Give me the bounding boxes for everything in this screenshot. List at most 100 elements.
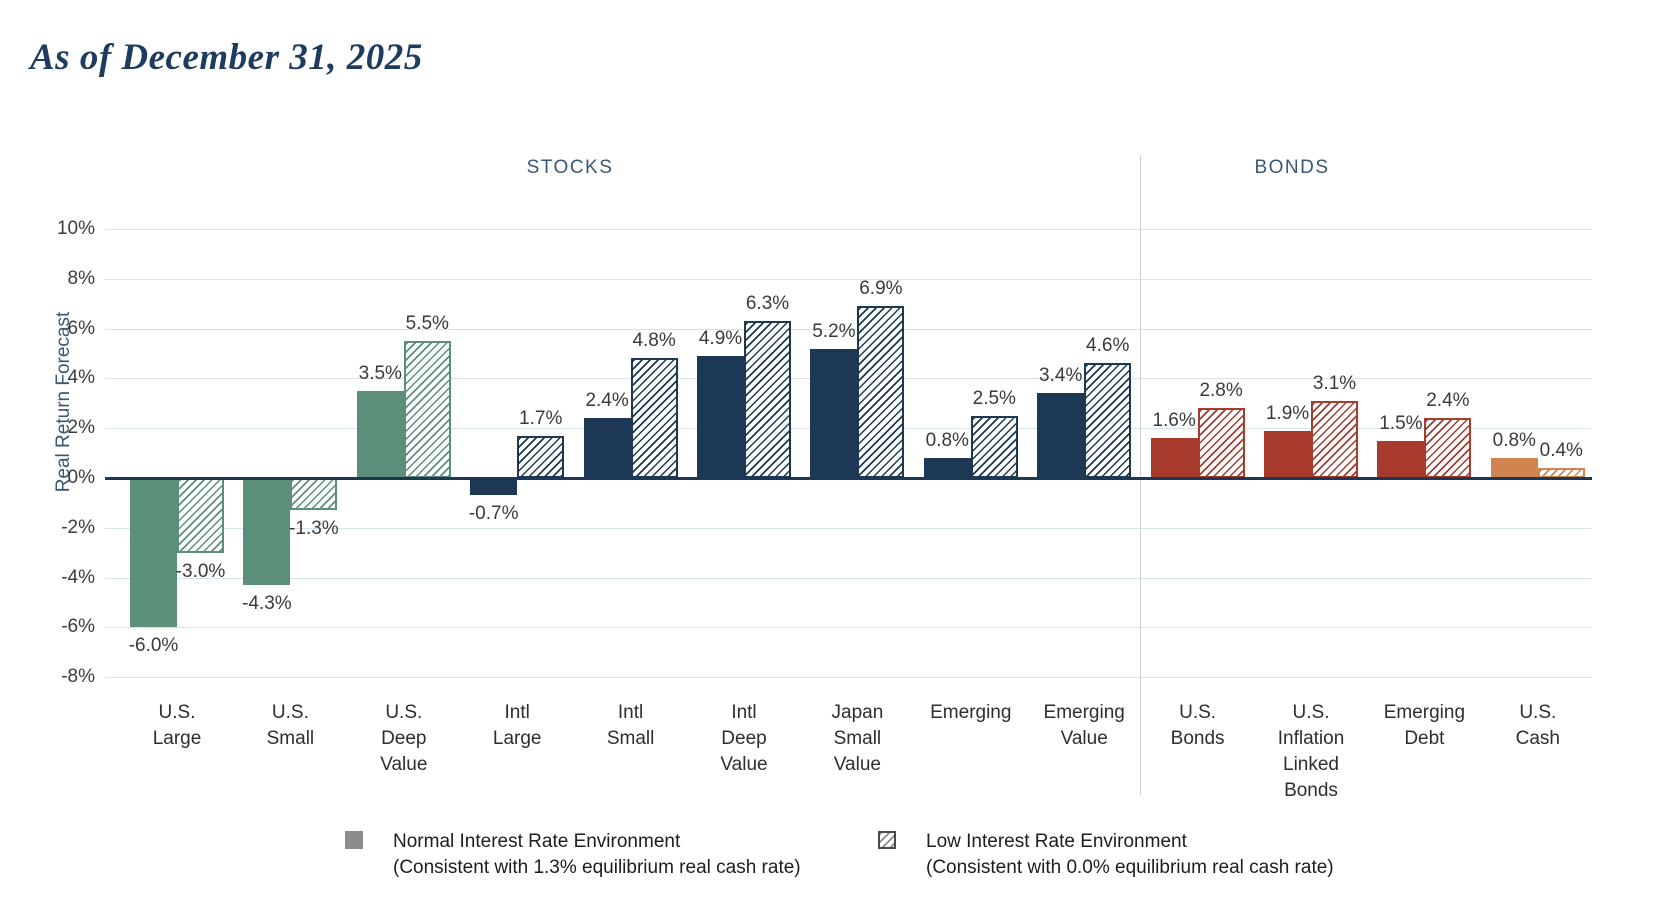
bar-u-s-small-normal <box>243 478 291 586</box>
x-axis-label-intl-large: Intl Large <box>455 700 579 752</box>
x-axis-label-line: Small <box>606 728 655 749</box>
value-label-u-s-inflation-linked-bonds-normal: 1.9% <box>1265 402 1310 424</box>
bar-intl-small-normal <box>583 418 631 478</box>
section-divider-line <box>1140 155 1141 795</box>
value-label-intl-deep-value-normal: 4.9% <box>698 327 743 349</box>
bar-japan-small-value-low <box>857 306 905 478</box>
value-label-u-s-bonds-normal: 1.6% <box>1152 410 1196 432</box>
x-axis-label-line: Small <box>266 728 315 749</box>
legend-label: Normal Interest Rate Environment <box>393 831 681 852</box>
y-tick-label: 4% <box>67 367 95 389</box>
bar-u-s-bonds-low <box>1197 408 1245 478</box>
x-axis-label-line: Intl <box>617 702 644 723</box>
x-axis-label-line: Small <box>833 728 882 749</box>
gridline--2% <box>105 527 1592 529</box>
y-tick-label: 8% <box>67 267 95 289</box>
bar-emerging-normal <box>923 458 971 478</box>
y-tick-label: 2% <box>67 417 95 439</box>
y-tick-label: 6% <box>67 317 95 339</box>
x-axis-label-u-s-large: U.S. Large <box>115 700 239 752</box>
x-axis-label-line: Emerging <box>1383 702 1466 723</box>
value-label-u-s-cash-normal: 0.8% <box>1492 430 1536 452</box>
x-axis-label-u-s-inflation-linked-bonds: U.S. Inflation Linked Bonds <box>1249 700 1373 804</box>
y-tick-label: 10% <box>56 218 95 239</box>
legend-text-normal: Normal Interest Rate Environment (Consis… <box>393 829 801 881</box>
bar-u-s-cash-low <box>1537 468 1585 478</box>
gridline-6% <box>105 328 1592 330</box>
bar-u-s-inflation-linked-bonds-normal <box>1264 430 1311 478</box>
value-label-intl-large-normal: -0.7% <box>468 503 519 525</box>
value-label-u-s-deep-value-normal: 3.5% <box>358 362 402 384</box>
x-axis-label-line: Emerging <box>930 702 1012 723</box>
value-label-emerging-low: 2.5% <box>972 387 1016 409</box>
x-axis-label-line: U.S. <box>1292 702 1330 723</box>
bar-u-s-large-normal <box>130 478 177 628</box>
x-axis-label-japan-small-value: Japan Small Value <box>795 700 919 778</box>
x-axis-label-line: U.S. <box>385 702 423 723</box>
x-axis-label-line: Inflation <box>1277 728 1345 749</box>
value-label-japan-small-value-normal: 5.2% <box>812 320 856 342</box>
x-axis-label-emerging-debt: Emerging Debt <box>1362 700 1486 752</box>
legend-item-low: Low Interest Rate Environment (Consisten… <box>878 829 1334 881</box>
value-label-intl-large-low: 1.7% <box>519 407 563 429</box>
page-title: As of December 31, 2025 <box>30 37 423 78</box>
x-axis-label-line: Intl <box>504 702 530 723</box>
value-label-emerging-value-normal: 3.4% <box>1039 365 1083 387</box>
x-axis-label-line: Value <box>1060 728 1108 749</box>
value-label-u-s-small-normal: -4.3% <box>242 593 292 615</box>
bar-u-s-deep-value-normal <box>356 390 404 478</box>
bar-u-s-small-low <box>290 478 338 511</box>
x-axis-label-line: Value <box>833 754 881 775</box>
gridline--6% <box>105 627 1592 629</box>
x-axis-label-line: Value <box>720 754 768 775</box>
bar-emerging-debt-normal <box>1377 440 1425 478</box>
bar-u-s-cash-normal <box>1490 458 1538 478</box>
y-tick-label: -6% <box>61 616 95 638</box>
value-label-u-s-large-low: -3.0% <box>175 560 226 582</box>
x-axis-label-line: Japan <box>831 702 884 723</box>
x-axis-label-line: Intl <box>731 702 757 723</box>
x-axis-label-line: U.S. <box>1519 702 1557 723</box>
bar-intl-large-low <box>517 435 565 478</box>
bar-intl-deep-value-low <box>744 321 791 478</box>
bar-u-s-inflation-linked-bonds-low <box>1311 400 1358 478</box>
x-axis-label-line: Deep <box>381 728 427 749</box>
section-header-stocks: STOCKS <box>526 157 614 178</box>
x-axis-label-u-s-cash: U.S. Cash <box>1476 700 1600 752</box>
x-axis-label-line: U.S. <box>1179 702 1217 723</box>
x-axis-label-line: Cash <box>1515 728 1560 749</box>
bar-intl-small-low <box>630 358 678 478</box>
gridline--8% <box>105 677 1592 679</box>
bar-intl-large-normal <box>470 478 518 496</box>
x-axis-label-line: Large <box>492 728 542 749</box>
x-axis-label-u-s-bonds: U.S. Bonds <box>1136 700 1260 752</box>
value-label-u-s-small-low: -1.3% <box>289 518 339 540</box>
x-axis-label-line: Linked <box>1283 754 1339 775</box>
legend-text-low: Low Interest Rate Environment (Consisten… <box>926 829 1334 881</box>
x-axis-label-emerging: Emerging <box>909 700 1033 726</box>
x-axis-label-line: Value <box>380 754 428 775</box>
zero-axis-line <box>105 477 1592 480</box>
x-axis-label-intl-deep-value: Intl Deep Value <box>682 700 806 778</box>
legend-sublabel: (Consistent with 0.0% equilibrium real c… <box>926 857 1334 878</box>
legend-swatch-hatched <box>878 831 896 849</box>
bar-intl-deep-value-normal <box>697 355 744 478</box>
section-header-bonds: BONDS <box>1254 157 1330 178</box>
legend-sublabel: (Consistent with 1.3% equilibrium real c… <box>393 857 801 878</box>
value-label-u-s-bonds-low: 2.8% <box>1199 380 1243 402</box>
bar-emerging-value-low <box>1084 363 1132 478</box>
x-axis-label-line: Bonds <box>1170 728 1225 749</box>
chart-legend: Normal Interest Rate Environment (Consis… <box>0 822 1680 892</box>
x-axis-label-line: Bonds <box>1284 780 1338 801</box>
x-axis-label-u-s-small: U.S. Small <box>228 700 352 752</box>
x-axis-label-emerging-value: Emerging Value <box>1022 700 1146 752</box>
value-label-japan-small-value-low: 6.9% <box>859 278 903 300</box>
bar-emerging-low <box>970 415 1018 478</box>
value-label-u-s-large-normal: -6.0% <box>128 635 179 657</box>
x-axis-label-line: U.S. <box>271 702 309 723</box>
value-label-emerging-normal: 0.8% <box>925 430 969 452</box>
x-axis-label-line: Emerging <box>1043 702 1125 723</box>
value-label-intl-deep-value-low: 6.3% <box>745 293 790 315</box>
y-tick-label: -8% <box>61 666 95 688</box>
bar-u-s-bonds-normal <box>1150 438 1198 478</box>
